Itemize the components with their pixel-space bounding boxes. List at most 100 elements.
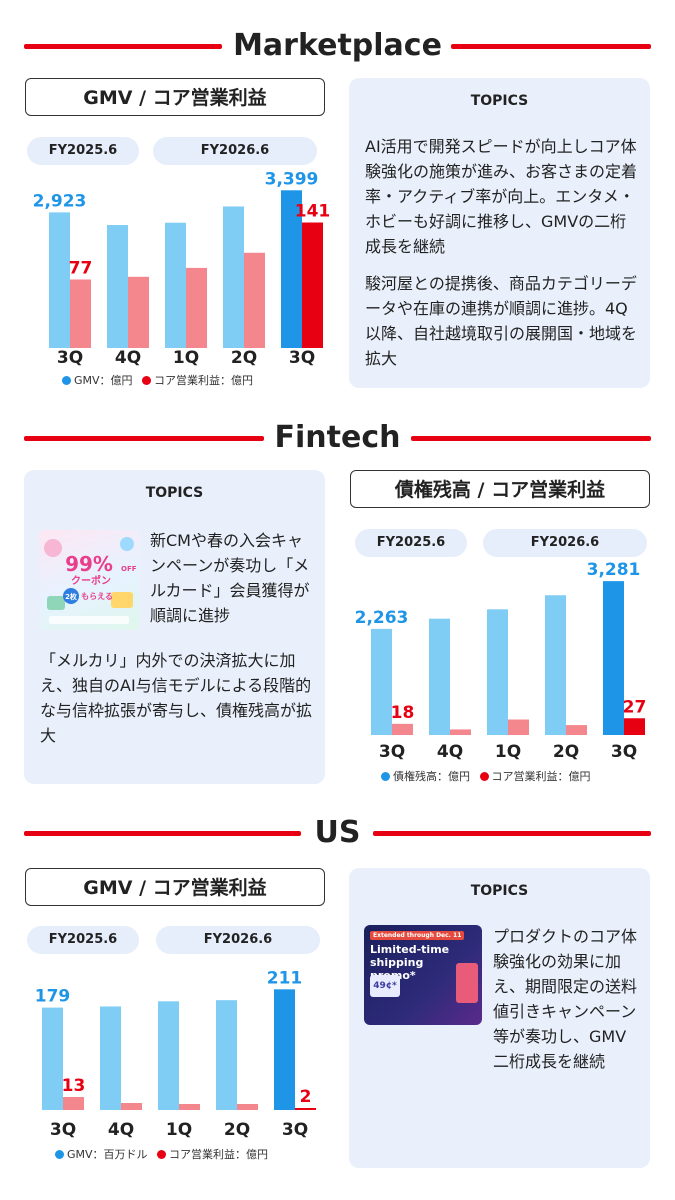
decor-circle xyxy=(44,539,62,557)
bar-series-1 xyxy=(223,206,244,348)
section-title: Marketplace xyxy=(233,28,442,63)
us-bar-chart: 3Q 4Q 1Q 2Q 3Q 179 211 13 2 xyxy=(35,968,316,1140)
data-label: 27 xyxy=(623,697,647,717)
bar-series-2 xyxy=(70,279,91,348)
bar-series-2 xyxy=(128,276,149,348)
fiscal-year-pill: FY2026.6 xyxy=(483,529,647,557)
category-label: 2Q xyxy=(553,742,579,762)
bar-series-1 xyxy=(100,1006,121,1110)
bar-series-1 xyxy=(158,1001,179,1110)
topics-paragraph: AI活用で開発スピードが向上しコア体験強化の施策が進み、お客さまの定着率・アクテ… xyxy=(365,137,638,256)
bar-series-2 xyxy=(237,1104,258,1110)
fiscal-year-pill: FY2026.6 xyxy=(153,137,317,165)
section-title: US xyxy=(314,815,361,850)
category-label: 4Q xyxy=(108,1120,134,1140)
promo-price: 49¢* xyxy=(370,975,400,997)
bar-series-1 xyxy=(371,628,392,735)
bar-series-1 xyxy=(603,581,624,735)
data-label: 3,281 xyxy=(587,560,641,580)
coupon-get: もらえる xyxy=(81,592,113,601)
data-label: 2,263 xyxy=(355,608,409,628)
coupon-graphic: 99% OFF クーポン 2枚 もらえる xyxy=(44,537,137,624)
data-label: 3,399 xyxy=(265,169,319,189)
section-title: Fintech xyxy=(274,420,401,455)
header-line-right xyxy=(451,44,651,49)
chart-legend: GMV：億円 コア営業利益：億円 xyxy=(62,372,253,388)
category-label: 3Q xyxy=(50,1120,76,1140)
header-line-left xyxy=(24,831,301,836)
category-label: 3Q xyxy=(611,742,637,762)
fiscal-year-pill: FY2025.6 xyxy=(27,137,139,165)
coupon-percent: 99% xyxy=(65,552,113,576)
decor-box xyxy=(47,596,65,610)
topics-paragraph: プロダクトのコア体験強化の効果に加え、期間限定の送料値引きキャンペーン等が奏功し… xyxy=(493,927,638,1071)
data-label: 77 xyxy=(69,258,93,278)
topics-card: TOPICS 99% OFF クーポン 2枚 もらえる 新CMや春の入会キャンペ… xyxy=(24,470,325,784)
category-label: 1Q xyxy=(173,348,199,368)
legend-label: GMV：百万ドル xyxy=(67,1148,148,1161)
promo-figure xyxy=(456,963,478,1003)
bar-series-1 xyxy=(42,1007,63,1110)
chart-title: GMV / コア営業利益 xyxy=(25,868,325,906)
decor-box xyxy=(111,592,133,608)
legend-label: コア営業利益：億円 xyxy=(169,1148,269,1161)
coupon-badge xyxy=(63,588,79,604)
legend-dot xyxy=(62,376,71,385)
category-label: 4Q xyxy=(115,348,141,368)
fintech-header: Fintech xyxy=(0,418,675,458)
data-label: 211 xyxy=(267,968,303,988)
data-label: 179 xyxy=(35,987,71,1007)
bar-series-1 xyxy=(107,225,128,348)
promo-tag: Extended through Dec. 11 xyxy=(370,931,465,940)
bar-series-2 xyxy=(244,252,265,348)
fiscal-year-pill: FY2025.6 xyxy=(27,926,139,954)
topics-card: TOPICS Extended through Dec. 11 Limited-… xyxy=(349,868,650,1168)
bar-series-2 xyxy=(392,723,413,735)
category-label: 3Q xyxy=(57,348,83,368)
bar-series-1 xyxy=(545,595,566,735)
data-label: 141 xyxy=(295,202,331,222)
category-label: 1Q xyxy=(495,742,521,762)
bar-series-1 xyxy=(274,989,295,1110)
bar-series-1 xyxy=(487,609,508,735)
decor-strip xyxy=(49,616,129,624)
header-line-left xyxy=(24,44,222,49)
bar-series-1 xyxy=(49,212,70,348)
category-label: 4Q xyxy=(437,742,463,762)
legend-dot xyxy=(479,772,489,781)
legend-label: コア営業利益：億円 xyxy=(491,770,591,783)
chart-legend: GMV：百万ドル コア営業利益：億円 xyxy=(55,1146,268,1162)
shipping-promo-image: Extended through Dec. 11 Limited-time sh… xyxy=(364,925,482,1025)
data-label: 13 xyxy=(62,1076,86,1096)
category-label: 3Q xyxy=(289,348,315,368)
data-label: 18 xyxy=(391,703,415,723)
category-label: 2Q xyxy=(231,348,257,368)
legend-label: GMV：億円 xyxy=(74,374,133,387)
chart-title: 債権残高 / コア営業利益 xyxy=(350,470,650,508)
header-line-right xyxy=(411,436,651,441)
category-label: 3Q xyxy=(282,1120,308,1140)
decor-circle xyxy=(120,537,134,551)
bar-series-1 xyxy=(216,1000,237,1110)
bar-series-1 xyxy=(165,222,186,348)
fintech-bar-chart: 3Q 4Q 1Q 2Q 3Q 2,263 3,281 18 27 xyxy=(355,560,647,762)
topics-card: TOPICS AI活用で開発スピードが向上しコア体験強化の施策が進み、お客さまの… xyxy=(349,78,650,388)
bar-series-2 xyxy=(624,718,645,735)
legend-dot xyxy=(55,1150,64,1159)
bar-series-2 xyxy=(508,719,529,735)
chart-legend: 債権残高：億円 コア営業利益：億円 xyxy=(381,768,591,784)
legend-label: 債権残高：億円 xyxy=(393,770,470,783)
us-header: US xyxy=(0,813,675,853)
category-label: 3Q xyxy=(379,742,405,762)
marketplace-header: Marketplace xyxy=(0,26,675,66)
legend-dot xyxy=(381,772,390,781)
legend-dot xyxy=(142,376,152,385)
legend-dot xyxy=(157,1150,167,1159)
bar-series-2 xyxy=(295,1108,316,1110)
category-label: 1Q xyxy=(166,1120,192,1140)
legend-label: コア営業利益：億円 xyxy=(154,374,254,387)
bar-series-2 xyxy=(179,1104,200,1110)
topics-paragraph: 駿河屋との提携後、商品カテゴリーデータや在庫の連携が順調に進捗。4Q以降、自社越… xyxy=(365,274,638,368)
bar-series-2 xyxy=(121,1103,142,1110)
topics-paragraph: 「メルカリ」内外での決済拡大に加え、独自のAI与信モデルによる段階的な与信枠拡張… xyxy=(40,651,313,745)
